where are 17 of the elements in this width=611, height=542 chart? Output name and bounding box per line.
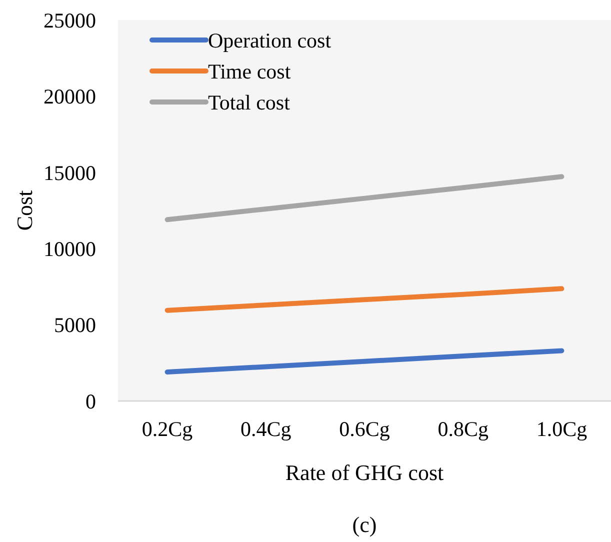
x-tick-label: 0.4Cg	[240, 417, 292, 441]
legend-label: Operation cost	[208, 28, 332, 52]
text: (c)	[352, 512, 377, 537]
y-tick-label: 10000	[44, 236, 96, 261]
legend-label: Total cost	[208, 90, 290, 114]
x-tick-label: 1.0Cg	[536, 417, 588, 441]
y-axis-title: Cost	[12, 190, 37, 231]
y-tick-label: 5000	[54, 313, 96, 338]
legend-label: Time cost	[208, 59, 291, 84]
x-tick-label: 0.6Cg	[339, 417, 390, 441]
y-tick-label: 15000	[44, 160, 96, 185]
y-tick-label: 0	[86, 389, 96, 414]
x-tick-label: 0.2Cg	[142, 417, 194, 441]
x-tick-label: 0.8Cg	[438, 417, 489, 441]
x-axis-title: Rate of GHG cost	[285, 460, 444, 485]
y-tick-label: 20000	[44, 84, 96, 109]
y-tick-label: 25000	[44, 8, 96, 32]
